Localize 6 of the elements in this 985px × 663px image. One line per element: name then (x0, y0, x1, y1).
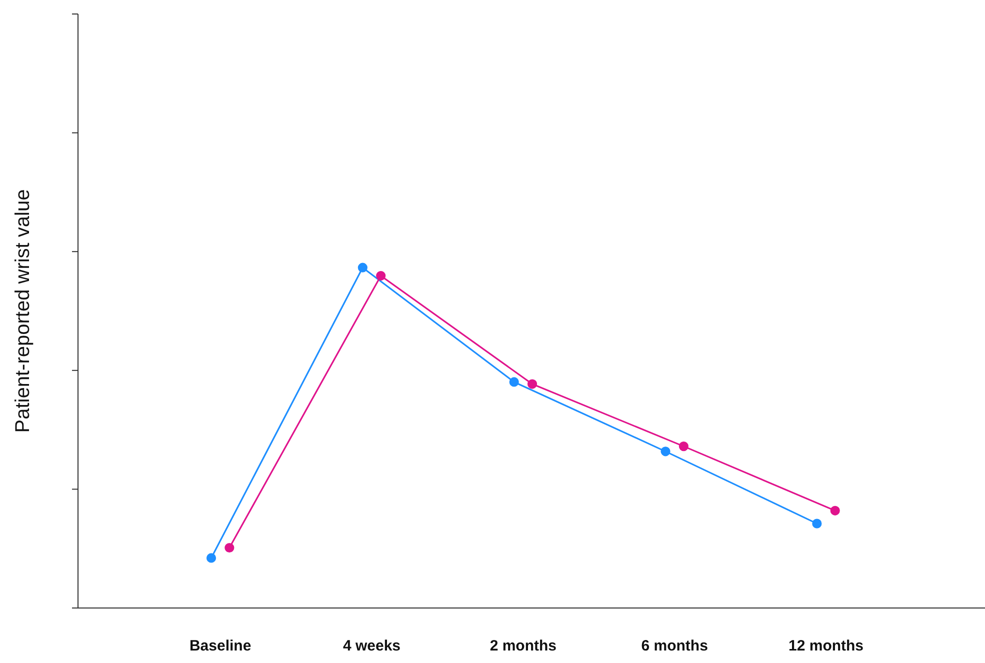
x-tick-label: Baseline (189, 638, 252, 655)
x-tick-label: 4 weeks (342, 638, 401, 655)
y-axis-title: Patient-reported wrist value (12, 189, 34, 433)
x-tick-label: 6 months (641, 638, 708, 655)
x-tick-label: 12 months (788, 638, 864, 655)
x-tick-label: 2 months (490, 638, 557, 655)
